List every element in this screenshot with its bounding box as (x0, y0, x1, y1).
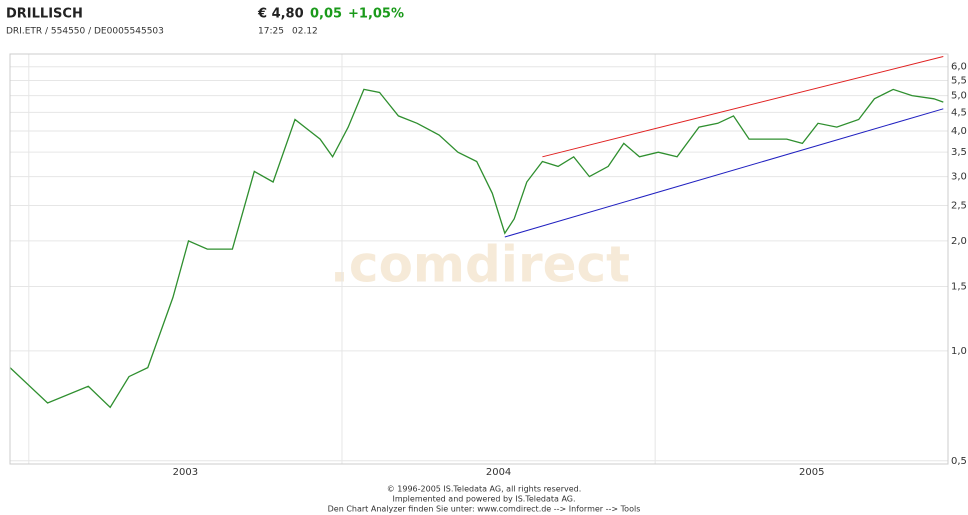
price: € 4,80 (257, 7, 304, 22)
y-tick-label: 4,0 (951, 126, 967, 137)
y-tick-label: 5,0 (951, 91, 967, 102)
footer: Den Chart Analyzer finden Sie unter: www… (328, 505, 641, 514)
y-tick-label: 3,0 (951, 172, 967, 183)
y-tick-label: 1,5 (951, 282, 967, 293)
stock-name: DRILLISCH (6, 7, 83, 22)
plot-frame (9, 53, 949, 465)
change: 0,05 (310, 7, 342, 22)
x-tick-label: 2004 (486, 467, 511, 478)
y-tick-label: 6,0 (951, 62, 967, 73)
y-tick-label: 2,5 (951, 201, 967, 212)
stock-ids: DRI.ETR / 554550 / DE0005545503 (6, 27, 164, 37)
footer: Implemented and powered by IS.Teledata A… (392, 495, 575, 504)
date: 02.12 (292, 27, 318, 37)
price-line (9, 88, 944, 409)
y-tick-label: 0,5 (951, 456, 967, 467)
time: 17:25 (258, 27, 284, 37)
y-tick-label: 2,0 (951, 236, 967, 247)
y-tick-label: 1,0 (951, 346, 967, 357)
trend-line (504, 108, 944, 238)
trend-line (542, 56, 944, 158)
y-tick-label: 5,5 (951, 75, 967, 86)
change-pct: +1,05% (348, 7, 404, 22)
x-tick-label: 2005 (799, 467, 824, 478)
watermark: .comdirect (330, 236, 630, 294)
footer: © 1996-2005 IS.Teledata AG, all rights r… (387, 485, 582, 494)
y-tick-label: 4,5 (951, 107, 967, 118)
y-tick-label: 3,5 (951, 147, 967, 158)
x-tick-label: 2003 (173, 467, 198, 478)
